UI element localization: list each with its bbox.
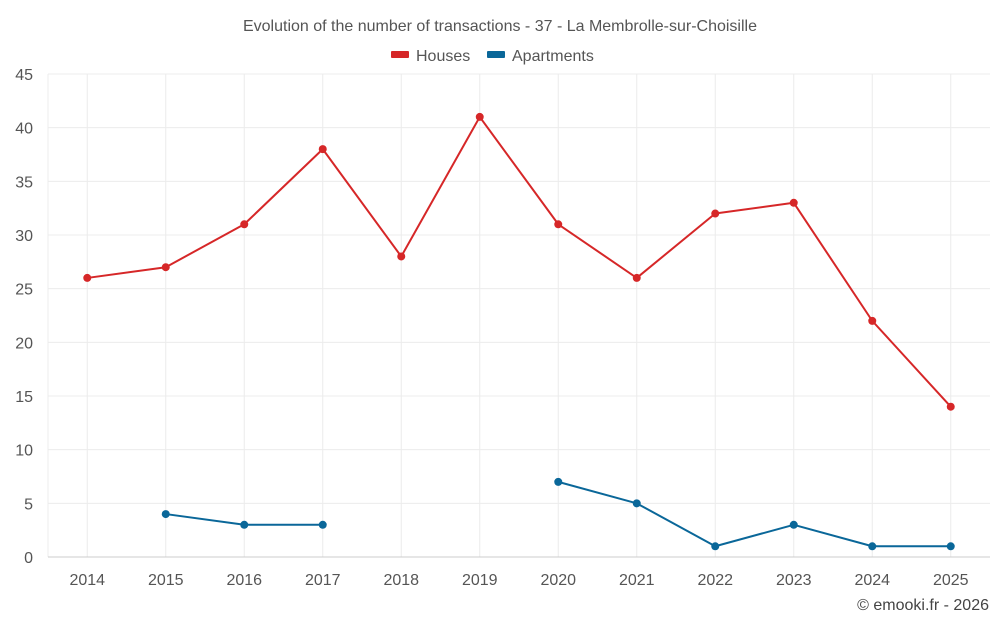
data-point-houses[interactable] — [397, 252, 406, 261]
x-tick-label: 2015 — [148, 572, 184, 589]
series-line-houses — [87, 115, 952, 408]
data-point-houses[interactable] — [161, 263, 170, 272]
x-tick-label: 2021 — [619, 572, 655, 589]
credit-text: © emooki.fr - 2026 — [857, 597, 989, 614]
x-tick-label: 2016 — [226, 572, 262, 589]
data-point-apartments[interactable] — [868, 542, 877, 551]
legend[interactable]: Houses Apartments — [391, 48, 594, 65]
legend-label-apartments: Apartments — [512, 48, 594, 65]
x-tick-label: 2022 — [697, 572, 733, 589]
legend-swatch-apartments — [487, 51, 505, 58]
data-point-houses[interactable] — [789, 198, 798, 207]
y-tick-label: 15 — [15, 389, 33, 406]
data-point-houses[interactable] — [554, 220, 563, 229]
x-tick-label: 2020 — [540, 572, 576, 589]
legend-swatch-houses — [391, 51, 409, 58]
data-point-houses[interactable] — [946, 402, 955, 411]
x-tick-label: 2014 — [69, 572, 105, 589]
data-point-apartments[interactable] — [240, 520, 249, 529]
y-tick-label: 40 — [15, 121, 33, 138]
series-layer — [83, 112, 955, 551]
legend-item-houses[interactable]: Houses — [391, 48, 470, 65]
data-point-apartments[interactable] — [789, 520, 798, 529]
data-point-apartments[interactable] — [161, 510, 170, 519]
data-point-houses[interactable] — [475, 112, 484, 121]
data-point-houses[interactable] — [868, 316, 877, 325]
y-tick-label: 30 — [15, 228, 33, 245]
data-point-houses[interactable] — [711, 209, 720, 218]
x-tick-label: 2018 — [383, 572, 419, 589]
legend-item-apartments[interactable]: Apartments — [487, 48, 594, 65]
data-point-apartments[interactable] — [946, 542, 955, 551]
x-tick-label: 2025 — [933, 572, 969, 589]
y-tick-label: 25 — [15, 282, 33, 299]
y-tick-label: 10 — [15, 443, 33, 460]
y-tick-label: 5 — [24, 496, 33, 513]
y-tick-label: 0 — [24, 550, 33, 567]
chart-title: Evolution of the number of transactions … — [243, 18, 757, 35]
x-tick-label: 2019 — [462, 572, 498, 589]
legend-label-houses: Houses — [416, 48, 470, 65]
y-tick-label: 45 — [15, 67, 33, 84]
data-point-houses[interactable] — [83, 273, 92, 282]
y-tick-label: 20 — [15, 335, 33, 352]
x-tick-label: 2023 — [776, 572, 812, 589]
x-tick-label: 2017 — [305, 572, 341, 589]
data-point-apartments[interactable] — [554, 477, 563, 486]
data-point-apartments[interactable] — [711, 542, 720, 551]
data-point-apartments[interactable] — [632, 499, 641, 508]
data-point-houses[interactable] — [632, 273, 641, 282]
data-point-houses[interactable] — [318, 145, 327, 154]
x-axis: 2014 2015 2016 2017 2018 2019 2020 2021 2022 2023… — [48, 556, 990, 589]
y-axis: 0 5 10 15 20 25 30 35 40 45 — [15, 67, 33, 567]
x-tick-label: 2024 — [854, 572, 890, 589]
y-tick-label: 35 — [15, 174, 33, 191]
data-point-apartments[interactable] — [318, 520, 327, 529]
series-line-apartments — [557, 480, 951, 548]
data-point-houses[interactable] — [240, 220, 249, 229]
gridlines — [47, 73, 990, 557]
